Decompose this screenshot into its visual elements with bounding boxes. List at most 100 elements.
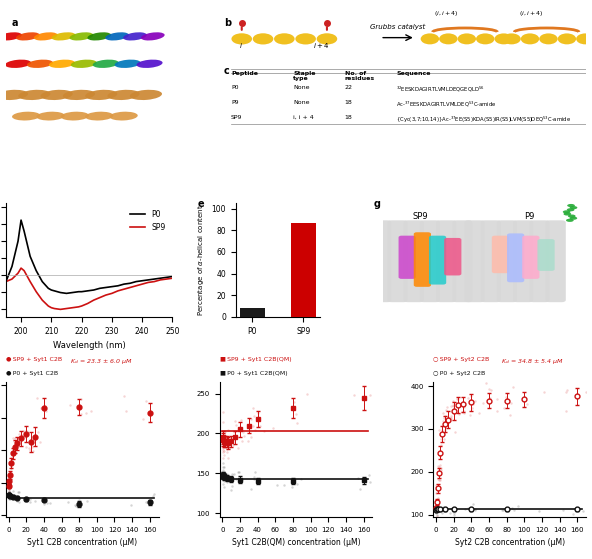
Point xyxy=(506,410,515,419)
Ellipse shape xyxy=(570,216,577,220)
Point xyxy=(218,448,227,457)
Point xyxy=(220,473,230,482)
P0 xyxy=(69,289,76,296)
Point xyxy=(148,492,157,501)
Point xyxy=(76,410,86,419)
Point xyxy=(234,468,244,477)
Point xyxy=(471,396,480,405)
Text: a: a xyxy=(12,18,18,28)
Point xyxy=(20,432,30,441)
Point xyxy=(353,474,362,483)
Point xyxy=(86,406,96,415)
Text: $K_d$ = 34.8 ± 5.4 μM: $K_d$ = 34.8 ± 5.4 μM xyxy=(501,357,563,366)
FancyBboxPatch shape xyxy=(492,236,509,273)
Point xyxy=(8,452,17,461)
Point xyxy=(562,406,571,415)
X-axis label: Syt2 C2B concentration (μM): Syt2 C2B concentration (μM) xyxy=(455,538,565,547)
SP9 xyxy=(102,292,110,299)
Point xyxy=(238,428,247,437)
Ellipse shape xyxy=(27,60,53,68)
Ellipse shape xyxy=(137,60,163,68)
Point xyxy=(224,425,233,434)
Point xyxy=(436,506,445,515)
Point xyxy=(443,413,453,422)
Point xyxy=(72,502,81,511)
Point xyxy=(42,498,52,507)
Point xyxy=(467,404,477,413)
Point xyxy=(5,485,14,494)
Point xyxy=(14,434,23,443)
Point xyxy=(5,482,14,491)
Text: Sequence: Sequence xyxy=(396,70,430,75)
Point xyxy=(14,498,24,506)
SP9 xyxy=(18,265,25,272)
SP9 xyxy=(157,277,164,283)
FancyBboxPatch shape xyxy=(507,234,525,282)
P0 xyxy=(127,280,134,287)
Point xyxy=(5,489,15,498)
Point xyxy=(70,500,80,509)
Ellipse shape xyxy=(421,34,439,44)
Point xyxy=(365,478,375,487)
Text: Staple
type: Staple type xyxy=(293,70,316,82)
SP9 xyxy=(90,297,97,304)
Point xyxy=(432,501,442,510)
Point xyxy=(219,438,229,447)
SP9 xyxy=(69,304,76,311)
Text: ● P0 + Syt1 C2B: ● P0 + Syt1 C2B xyxy=(6,371,58,376)
Ellipse shape xyxy=(16,32,40,40)
Point xyxy=(13,487,22,496)
Point xyxy=(41,406,50,415)
Point xyxy=(449,510,458,519)
Point xyxy=(435,425,444,434)
Point xyxy=(468,399,478,408)
SP9 xyxy=(114,287,121,294)
Text: i, i + 4: i, i + 4 xyxy=(293,115,314,120)
Point xyxy=(365,470,374,479)
Point xyxy=(434,470,443,479)
Point xyxy=(156,403,165,412)
Point xyxy=(373,401,382,410)
Point xyxy=(448,506,458,515)
Point xyxy=(141,396,151,405)
Text: $(i, i + 4)$: $(i, i + 4)$ xyxy=(519,9,543,18)
Point xyxy=(223,439,232,448)
Point xyxy=(220,433,229,442)
SP9 xyxy=(120,286,127,292)
Point xyxy=(218,458,228,467)
Point xyxy=(13,441,22,450)
Point xyxy=(443,504,452,513)
Ellipse shape xyxy=(0,32,22,40)
Point xyxy=(27,442,37,451)
Ellipse shape xyxy=(18,90,50,100)
Line: P0: P0 xyxy=(6,220,172,293)
Point xyxy=(303,390,312,399)
P0 xyxy=(96,285,104,292)
Point xyxy=(465,411,474,420)
Point xyxy=(35,438,44,447)
Point xyxy=(448,401,458,410)
Point xyxy=(445,509,455,518)
Ellipse shape xyxy=(558,34,576,44)
Point xyxy=(14,430,24,439)
Point xyxy=(433,462,443,471)
Point xyxy=(231,474,241,483)
Text: ● SP9 + Syt1 C2B: ● SP9 + Syt1 C2B xyxy=(6,357,62,362)
Point xyxy=(470,504,480,513)
Point xyxy=(28,446,37,455)
Point xyxy=(220,470,230,479)
Point xyxy=(7,459,16,468)
SP9 xyxy=(27,278,34,285)
Point xyxy=(441,505,451,514)
Point xyxy=(486,385,496,394)
Point xyxy=(218,439,227,448)
Point xyxy=(5,468,15,477)
Ellipse shape xyxy=(494,34,513,44)
Text: g: g xyxy=(373,198,380,209)
Ellipse shape xyxy=(458,34,476,44)
P0 xyxy=(108,283,115,290)
Point xyxy=(220,435,230,444)
Point xyxy=(433,484,443,492)
P0 xyxy=(27,253,34,260)
Point xyxy=(219,472,229,481)
